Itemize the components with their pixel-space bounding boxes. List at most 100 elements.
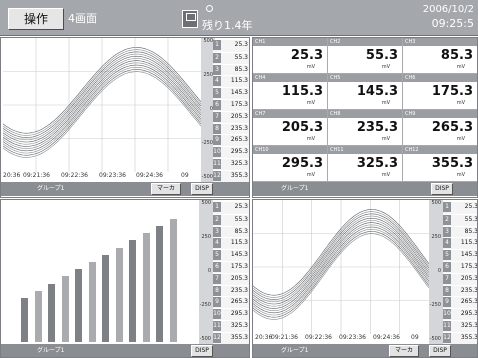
scale-label: -250	[201, 140, 213, 146]
bar-pane: 1 25.3 2 55.3 3 85.3 4 115.3 5 145.3 6 175.3 7 205.3 8…	[0, 199, 250, 358]
channel-row: 9 265.3	[213, 296, 249, 308]
channel-row: 6 175.3	[443, 261, 477, 272]
trend-line	[253, 231, 429, 318]
channel-header: CH7	[253, 110, 327, 118]
channel-header: CH2	[328, 38, 402, 46]
bar	[142, 233, 150, 342]
channel-number: 3	[213, 64, 221, 75]
unit-label: mV	[306, 100, 315, 106]
trend-line	[3, 62, 202, 149]
unit-label: mV	[306, 136, 315, 142]
trend-line	[3, 53, 202, 141]
channel-value: 265.3	[230, 136, 248, 144]
channel-number: 9	[443, 297, 451, 308]
digital-cell: CH4 115.3 mV	[253, 73, 328, 110]
channel-value: 235.3	[460, 286, 478, 294]
channel-value: 145.3	[460, 251, 478, 259]
channel-row: 12 355.3	[443, 331, 478, 343]
trend-line	[253, 211, 429, 298]
operation-button[interactable]: 操作	[8, 8, 64, 30]
time-label: 09:22:36	[61, 172, 88, 179]
screen-name: 4画面	[68, 12, 97, 25]
channel-value: 85.3	[234, 227, 248, 235]
marker-button[interactable]: マーカ	[389, 345, 419, 357]
channel-value: 295.3	[230, 310, 248, 318]
trend-footer: グループ1 マーカ DISP	[253, 344, 477, 357]
channel-header: CH3	[403, 38, 477, 46]
unit-label: mV	[381, 136, 390, 142]
channel-number: 9	[213, 297, 221, 308]
scale-label: 0	[437, 268, 441, 274]
channel-value: 85.3	[464, 227, 478, 235]
unit-label: mV	[456, 100, 465, 106]
channel-value: 55.3	[464, 215, 478, 223]
status-indicator-icon	[206, 5, 213, 12]
channel-number: 5	[213, 88, 221, 99]
trend-chart	[3, 38, 202, 172]
channel-header: CH6	[403, 74, 477, 82]
channel-row: 12 355.3	[213, 169, 249, 181]
channel-number: 3	[213, 226, 221, 237]
channel-value: 175.3	[431, 84, 473, 99]
channel-value: 355.3	[460, 333, 478, 341]
channel-row: 3 85.3	[443, 225, 478, 237]
channel-number: 7	[213, 273, 221, 284]
time-label: 09:24:36	[373, 334, 400, 341]
channel-value: 205.3	[230, 274, 248, 282]
marker-button[interactable]: マーカ	[151, 183, 181, 195]
scale-label: 500	[201, 200, 211, 206]
disp-button[interactable]: DISP	[191, 345, 213, 357]
group-label: グループ1	[37, 185, 65, 192]
channel-row: 10 295.3	[213, 146, 249, 158]
trend-line	[3, 55, 202, 143]
disp-button[interactable]: DISP	[431, 183, 453, 195]
channel-row: 8 235.3	[213, 284, 249, 296]
channel-value: 55.3	[234, 215, 248, 223]
trend-line	[253, 213, 429, 300]
unit-label: mV	[381, 172, 390, 178]
scale-label: 0	[207, 268, 211, 274]
trend-line	[253, 215, 429, 303]
channel-number: 4	[443, 238, 451, 249]
channel-value: 265.3	[230, 298, 248, 306]
disp-button[interactable]: DISP	[429, 345, 451, 357]
bar	[61, 276, 69, 342]
channel-value: 115.3	[230, 239, 248, 247]
disp-button[interactable]: DISP	[191, 183, 213, 195]
channel-value: 355.3	[431, 156, 473, 171]
channel-value: 265.3	[460, 298, 478, 306]
digital-cell: CH11 325.3 mV	[327, 145, 403, 182]
channel-value: 55.3	[365, 48, 398, 63]
digital-cell: CH8 235.3 mV	[327, 109, 403, 146]
channel-value: 205.3	[281, 120, 323, 135]
bar	[21, 297, 28, 342]
scale-label: -500	[199, 336, 211, 342]
channel-number: 6	[213, 262, 221, 272]
channel-row: 12 355.3	[213, 331, 249, 343]
channel-row: 4 115.3	[213, 237, 249, 249]
scale-label: -250	[199, 302, 211, 308]
bar	[88, 261, 96, 342]
channel-value: 295.3	[230, 148, 248, 156]
group-label: グループ1	[281, 185, 309, 192]
channel-list: 1 25.3 2 55.3 3 85.3 4 115.3 5 145.3 6 175.3 7 205.3 8…	[213, 202, 249, 344]
channel-row: 4 115.3	[443, 237, 478, 249]
channel-row: 11 325.3	[213, 320, 249, 331]
channel-value: 235.3	[230, 286, 248, 294]
time-label: 09:23:36	[339, 334, 366, 341]
channel-number: 6	[443, 262, 451, 272]
channel-value: 355.3	[230, 171, 248, 179]
trend-line	[253, 220, 429, 307]
time-label: 20:36	[255, 334, 273, 341]
date-display: 2006/10/2	[422, 4, 474, 15]
group-label: グループ1	[37, 347, 65, 354]
title-bar: 操作 4画面 残り1.4年 2006/10/2 09:25:5	[0, 0, 478, 36]
channel-value: 115.3	[460, 239, 478, 247]
channel-number: 6	[213, 100, 221, 110]
digital-cell: CH7 205.3 mV	[253, 109, 328, 146]
unit-label: mV	[381, 64, 390, 70]
digital-cell: CH10 295.3 mV	[253, 145, 328, 182]
channel-value: 295.3	[460, 310, 478, 318]
channel-header: CH11	[328, 146, 402, 154]
unit-label: mV	[306, 172, 315, 178]
